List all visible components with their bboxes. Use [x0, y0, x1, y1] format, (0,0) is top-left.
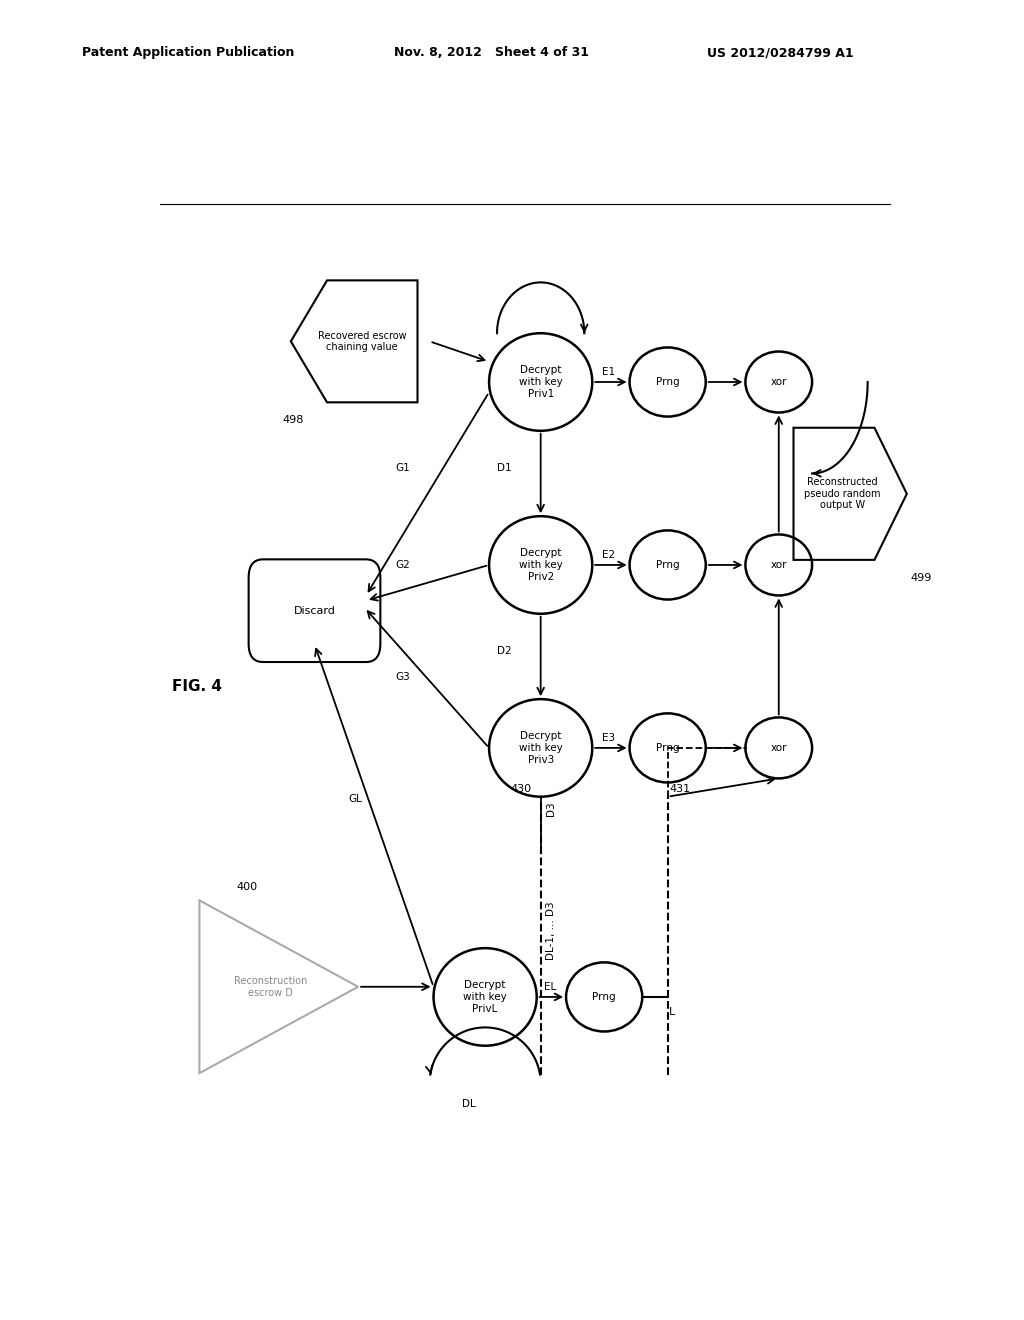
- Text: Prng: Prng: [655, 560, 680, 570]
- Text: xor: xor: [770, 743, 787, 752]
- Text: G1: G1: [395, 463, 410, 474]
- Text: G3: G3: [395, 672, 411, 681]
- Text: GL: GL: [348, 793, 362, 804]
- Text: E1: E1: [602, 367, 615, 378]
- Text: Decrypt
with key
PrivL: Decrypt with key PrivL: [463, 981, 507, 1014]
- Text: 498: 498: [283, 414, 304, 425]
- Text: D2: D2: [497, 647, 511, 656]
- Text: G2: G2: [395, 560, 411, 570]
- Text: Nov. 8, 2012   Sheet 4 of 31: Nov. 8, 2012 Sheet 4 of 31: [394, 46, 589, 59]
- Text: Prng: Prng: [592, 991, 616, 1002]
- Text: L: L: [670, 1007, 676, 1018]
- Text: Decrypt
with key
Priv1: Decrypt with key Priv1: [519, 366, 562, 399]
- Text: E3: E3: [602, 733, 615, 743]
- Text: 430: 430: [510, 784, 531, 793]
- Text: DL-1, ... D3: DL-1, ... D3: [546, 902, 556, 960]
- Text: 431: 431: [670, 784, 690, 793]
- Text: EL: EL: [544, 982, 556, 991]
- Text: Prng: Prng: [655, 743, 680, 752]
- Text: 499: 499: [910, 573, 932, 583]
- Text: Decrypt
with key
Priv2: Decrypt with key Priv2: [519, 548, 562, 582]
- Text: Decrypt
with key
Priv3: Decrypt with key Priv3: [519, 731, 562, 764]
- Text: Discard: Discard: [294, 606, 336, 615]
- Text: xor: xor: [770, 560, 787, 570]
- Text: Patent Application Publication: Patent Application Publication: [82, 46, 294, 59]
- Text: xor: xor: [770, 378, 787, 387]
- Text: D1: D1: [497, 463, 511, 474]
- Text: DL: DL: [462, 1098, 475, 1109]
- Text: Prng: Prng: [655, 378, 680, 387]
- Text: US 2012/0284799 A1: US 2012/0284799 A1: [707, 46, 853, 59]
- Text: E2: E2: [602, 550, 615, 560]
- Text: Reconstructed
pseudo random
output W: Reconstructed pseudo random output W: [804, 478, 881, 511]
- Text: FIG. 4: FIG. 4: [172, 680, 221, 694]
- Text: D3: D3: [546, 801, 556, 816]
- Text: Reconstruction
escrow D: Reconstruction escrow D: [234, 975, 307, 998]
- Text: Recovered escrow
chaining value: Recovered escrow chaining value: [317, 330, 407, 352]
- Text: 400: 400: [237, 882, 258, 892]
